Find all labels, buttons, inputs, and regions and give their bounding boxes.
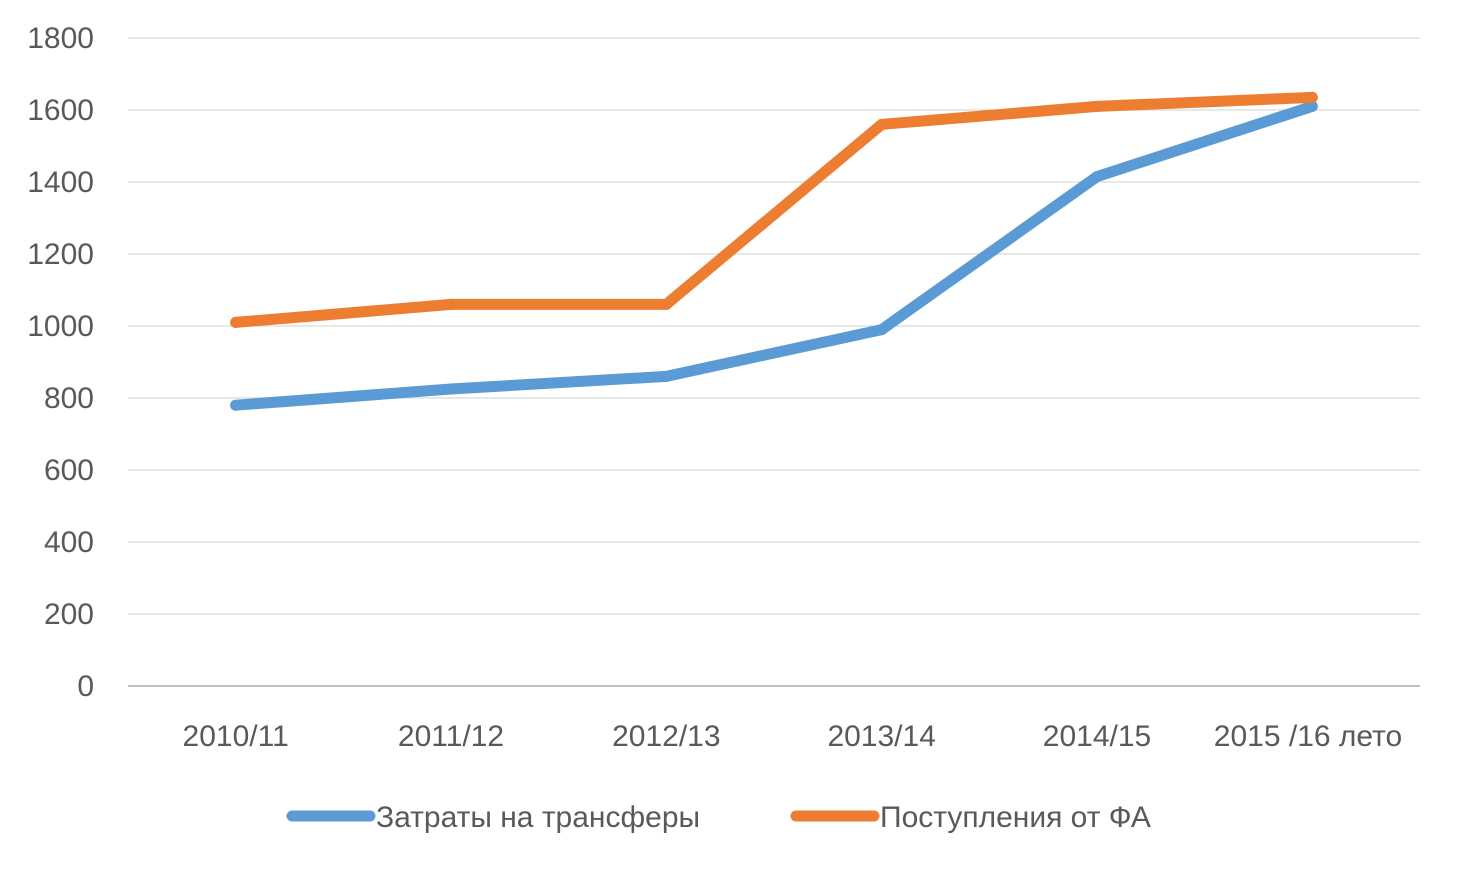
data-point	[1091, 171, 1103, 183]
y-tick-label: 200	[44, 598, 94, 631]
y-tick-label: 400	[44, 526, 94, 559]
y-tick-label: 1200	[27, 238, 94, 271]
legend: Затраты на трансферы Поступления от ФА	[286, 801, 1151, 834]
x-tick-label: 2012/13	[612, 720, 720, 753]
y-tick-label: 1000	[27, 310, 94, 343]
data-point	[876, 324, 888, 336]
y-tick-label: 600	[44, 454, 94, 487]
data-point	[230, 399, 242, 411]
data-point	[1306, 100, 1318, 112]
x-tick-label: 2010/11	[183, 720, 289, 753]
legend-label: Затраты на трансферы	[376, 801, 700, 834]
data-point	[876, 118, 888, 130]
legend-label: Поступления от ФА	[880, 801, 1151, 834]
data-point	[445, 383, 457, 395]
data-point	[1306, 91, 1318, 103]
data-point	[660, 298, 672, 310]
y-axis-tick-labels: 0 200 400 600 800 1000 1200 1400 1600 1800	[27, 22, 94, 703]
data-point	[1091, 100, 1103, 112]
y-tick-label: 1400	[27, 166, 94, 199]
series-line-0	[230, 100, 1318, 411]
x-tick-label: 2013/14	[827, 720, 935, 753]
y-tick-label: 1800	[27, 22, 94, 55]
x-tick-label: 2014/15	[1043, 720, 1151, 753]
series-lines	[230, 91, 1318, 411]
y-tick-label: 1600	[27, 94, 94, 127]
series-line-1	[230, 91, 1318, 328]
data-point	[230, 316, 242, 328]
y-tick-label: 0	[77, 670, 94, 703]
x-tick-label: 2015 /16 лето	[1214, 720, 1402, 753]
y-tick-label: 800	[44, 382, 94, 415]
data-point	[445, 298, 457, 310]
data-point	[660, 370, 672, 382]
x-axis-tick-labels: 2010/11 2011/12 2012/13 2013/14 2014/15 2015 …	[183, 720, 1403, 753]
x-tick-label: 2011/12	[398, 720, 504, 753]
gridlines	[128, 37, 1420, 687]
